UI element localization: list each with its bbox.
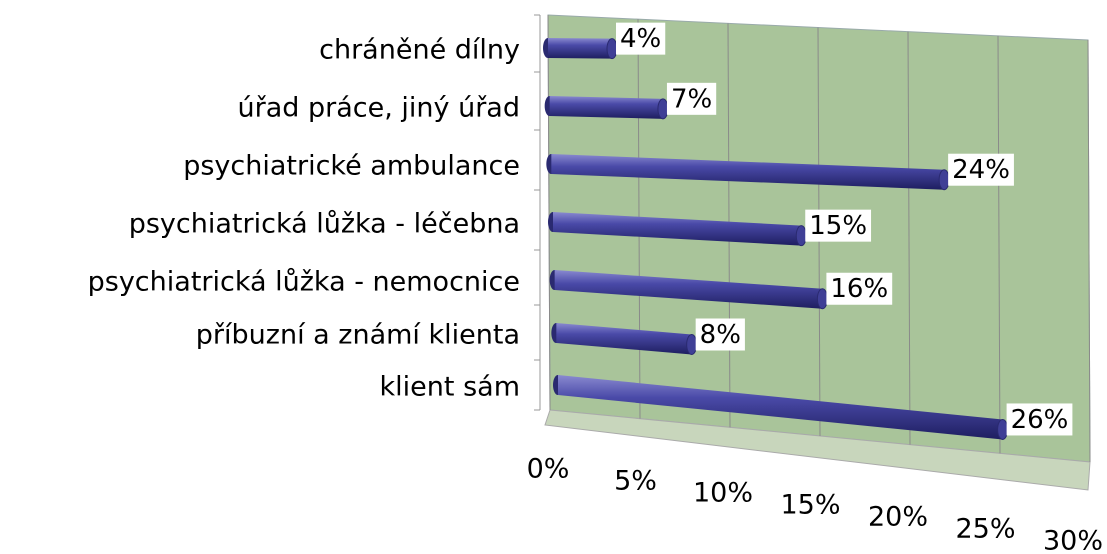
- bar-cap: [816, 288, 828, 310]
- value-label: 7%: [671, 84, 712, 114]
- grid-line: [547, 14, 551, 411]
- bar: [548, 212, 807, 247]
- bar-cap: [938, 169, 950, 191]
- bar-body: [551, 154, 945, 190]
- value-label-box: [826, 272, 893, 305]
- category-label: psychiatrická lůžka - nemocnice: [88, 267, 520, 298]
- x-tick-label: 20%: [868, 502, 928, 533]
- category-label: klient sám: [380, 372, 520, 403]
- bar-body: [548, 38, 612, 59]
- bar-cap: [606, 38, 618, 60]
- value-label-box: [616, 22, 666, 55]
- value-label-box: [948, 153, 1014, 186]
- bar: [549, 270, 828, 310]
- x-tick-label: 25%: [955, 514, 1015, 545]
- category-label: úřad práce, jiný úřad: [238, 93, 520, 124]
- category-label: příbuzní a známí klienta: [196, 320, 520, 351]
- x-tick-label: 0%: [527, 454, 570, 485]
- value-label: 15%: [809, 211, 867, 241]
- axis-ticks: [534, 14, 540, 411]
- bar-body: [553, 212, 802, 246]
- bar-cap: [686, 334, 698, 356]
- value-label: 16%: [830, 274, 888, 304]
- bar-body: [549, 96, 663, 119]
- bar-cap: [795, 225, 807, 247]
- category-label: chráněné dílny: [319, 35, 520, 66]
- bar-body: [554, 270, 823, 309]
- bar: [553, 375, 1009, 440]
- bar-cap: [997, 418, 1009, 440]
- bar: [543, 38, 618, 60]
- x-tick-label: 10%: [693, 478, 753, 509]
- x-tick-label: 5%: [614, 466, 657, 497]
- value-label-box: [666, 82, 717, 115]
- value-label-box: [1006, 403, 1073, 436]
- value-label: 8%: [700, 320, 741, 350]
- bar: [544, 96, 669, 120]
- x-tick-label: 30%: [1043, 526, 1103, 554]
- bar-cap: [657, 98, 669, 120]
- category-label: psychiatrické ambulance: [183, 151, 520, 182]
- bar: [551, 323, 698, 356]
- value-label: 26%: [1011, 405, 1069, 435]
- x-tick-label: 15%: [780, 490, 840, 521]
- value-label-box: [805, 209, 872, 242]
- value-label-box: [695, 318, 745, 351]
- bar: [546, 154, 950, 191]
- value-label: 4%: [620, 24, 661, 54]
- grid-line: [1087, 39, 1091, 463]
- bar-body: [556, 323, 692, 355]
- grid-line: [997, 35, 1001, 454]
- grid-line: [907, 31, 911, 445]
- bar-body: [558, 375, 1003, 440]
- category-label: psychiatrická lůžka - léčebna: [129, 209, 520, 240]
- value-label: 24%: [952, 155, 1010, 185]
